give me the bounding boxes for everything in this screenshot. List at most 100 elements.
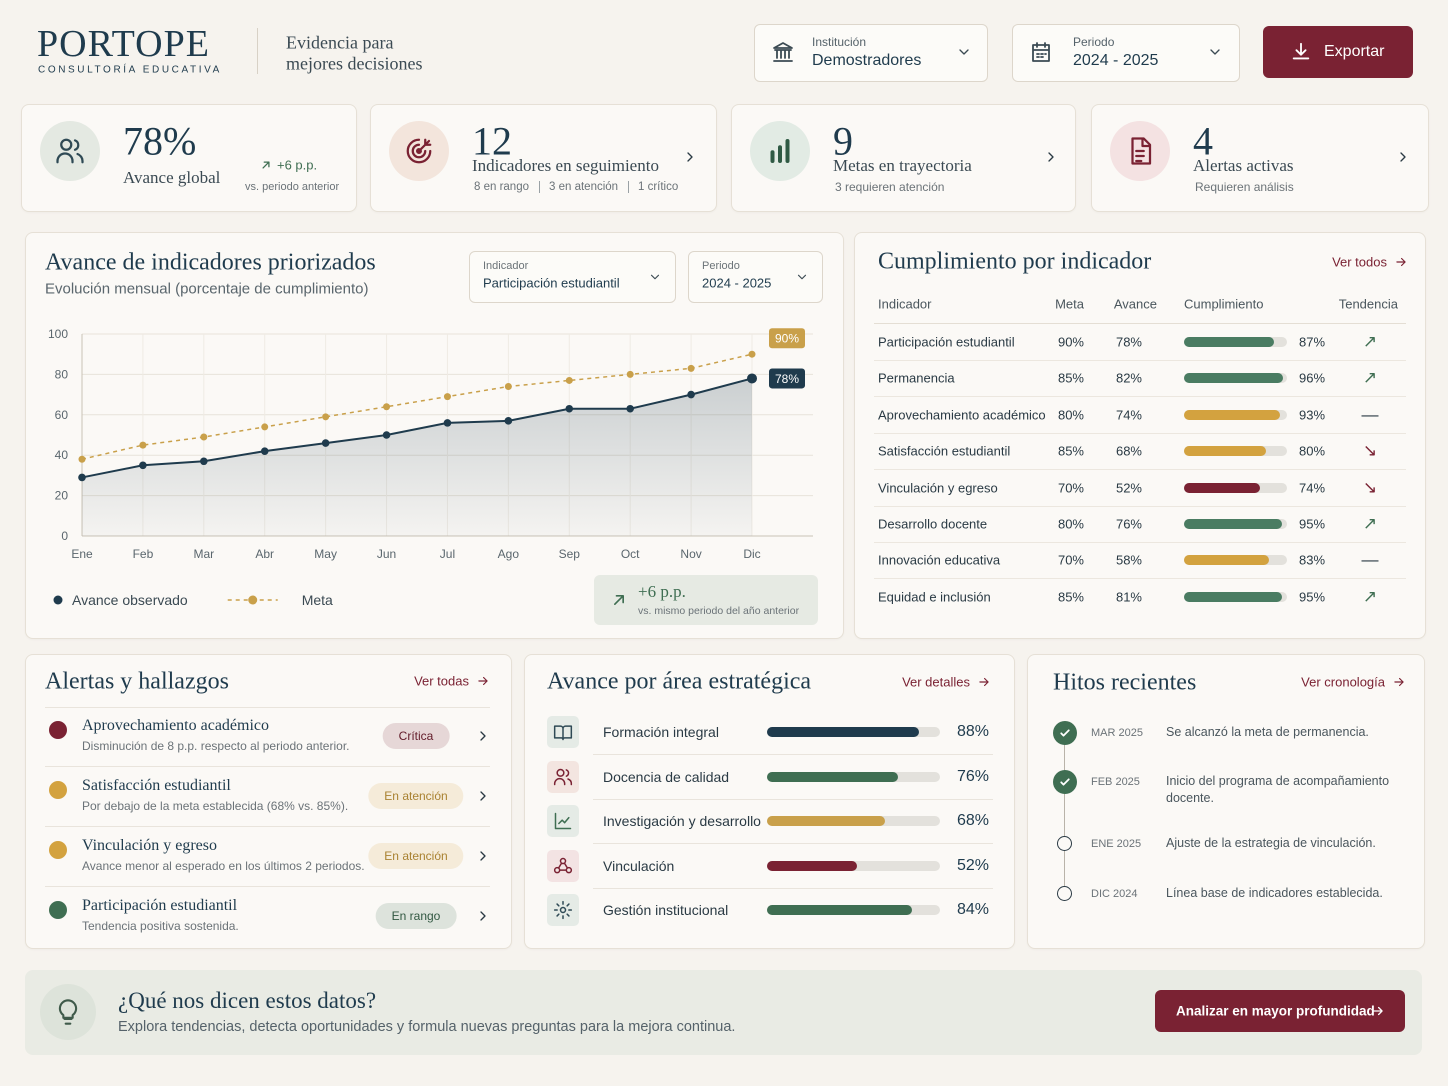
milestone-text: Ajuste de la estrategia de vinculación.	[1166, 836, 1376, 850]
link-arrow-path	[979, 677, 989, 687]
x-tick-label: May	[314, 547, 337, 561]
insight-button-label[interactable]: Analizar en mayor profundidad	[1176, 1003, 1375, 1019]
button-arrow[interactable]	[1371, 1004, 1385, 1018]
legend-label: Meta	[302, 592, 333, 608]
point	[261, 423, 269, 431]
link[interactable]: Ver todas	[414, 673, 469, 689]
chart-filter[interactable]	[469, 251, 676, 303]
x-tick-label: Sep	[559, 547, 581, 561]
area-icon-path	[553, 725, 573, 741]
alert-title: Participación estudiantil	[82, 897, 238, 914]
institution-value: Demostradores	[812, 52, 922, 69]
institution-filter[interactable]	[754, 24, 988, 82]
chevron[interactable]	[1207, 44, 1223, 60]
point	[260, 447, 269, 455]
chevron[interactable]	[1043, 149, 1059, 165]
brand: PORTOPE	[37, 23, 210, 65]
link[interactable]: Ver cronología	[1301, 674, 1385, 690]
kpi-icon-path	[406, 138, 432, 164]
chevron-path	[650, 274, 660, 280]
insight-button[interactable]	[1155, 990, 1405, 1032]
bar	[1184, 409, 1280, 420]
y-tick-label: 40	[55, 448, 69, 462]
kpi-value: 12	[472, 118, 512, 164]
indicator-avance: 74%	[1115, 407, 1142, 423]
check-icon-path	[1060, 729, 1070, 737]
bar	[767, 905, 913, 916]
callout	[594, 575, 818, 625]
point	[626, 370, 634, 378]
milestone-pending	[1057, 886, 1072, 901]
chevron-path	[480, 791, 486, 801]
section-title: Cumplimiento por indicador	[878, 248, 1152, 275]
chevron[interactable]	[475, 788, 491, 804]
kpi-icon	[770, 139, 790, 163]
chevron[interactable]	[956, 44, 972, 60]
legend-marker	[53, 595, 63, 605]
indicator-avance: 78%	[1115, 334, 1142, 350]
chevron[interactable]	[795, 270, 809, 284]
indicator-meta: 70%	[1057, 480, 1084, 496]
indicator-name: Permanencia	[878, 370, 955, 386]
link-arrow[interactable]	[1394, 255, 1408, 269]
alert-title: Aprovechamiento académico	[82, 717, 270, 734]
chevron[interactable]	[682, 149, 698, 165]
kpi-value: 4	[1193, 118, 1213, 164]
link-arrow[interactable]	[476, 674, 490, 688]
check-icon-path	[1060, 778, 1070, 786]
kpi-value: 78%	[123, 118, 197, 164]
chevron[interactable]	[475, 848, 491, 864]
area-name: Formación integral	[603, 724, 719, 740]
compliance-label: 96%	[1299, 370, 1326, 386]
point	[200, 433, 208, 441]
link-arrow[interactable]	[1392, 675, 1406, 689]
separator	[539, 181, 540, 193]
period-label: Periodo	[1073, 35, 1115, 49]
x-tick-label: Ago	[498, 547, 520, 561]
chevron-path	[687, 152, 693, 162]
calendar-icon-path	[1032, 42, 1050, 62]
point	[383, 403, 391, 411]
institution-label: Institución	[812, 35, 867, 49]
row-rule	[874, 360, 1406, 361]
point	[565, 376, 573, 384]
area	[82, 378, 752, 536]
link-arrow[interactable]	[977, 675, 991, 689]
point	[504, 417, 513, 425]
insight-icon-path	[58, 999, 78, 1025]
link[interactable]: Ver detalles	[902, 674, 970, 690]
trend: ↗	[1362, 514, 1378, 533]
indicator-name: Equidad e inclusión	[878, 589, 991, 605]
trend: ↗	[1362, 368, 1378, 388]
chevron[interactable]	[475, 728, 491, 744]
period-filter[interactable]	[1012, 24, 1240, 82]
column-header: Indicador	[878, 296, 932, 312]
point	[382, 431, 391, 439]
point	[565, 404, 574, 413]
milestone-date: MAR 2025	[1091, 727, 1143, 739]
row-rule	[874, 469, 1406, 471]
bar	[767, 727, 920, 737]
export-button[interactable]	[1263, 26, 1413, 78]
separator	[628, 181, 629, 193]
delta-icon-path	[262, 161, 270, 169]
chevron[interactable]	[1395, 149, 1411, 165]
brand-tagline: CONSULTORÍA EDUCATIVA	[38, 64, 222, 76]
bar	[767, 816, 885, 827]
export-icon[interactable]	[1290, 41, 1312, 63]
icon-circle	[40, 121, 100, 181]
point	[443, 393, 451, 401]
callout-icon	[614, 595, 624, 605]
x-tick-label: Jun	[377, 547, 396, 561]
column-header: Avance	[1113, 296, 1157, 312]
chevron[interactable]	[648, 270, 662, 284]
kpi-icon-path	[770, 139, 790, 163]
export-label[interactable]: Exportar	[1324, 43, 1385, 60]
insight-icon	[58, 999, 78, 1025]
status-pill: En atención	[368, 843, 464, 869]
line-chart: 0 20 40 60 80 100 Ene Feb Mar Abr May Jun Jul Ago Sep O…	[48, 327, 813, 561]
link[interactable]: Ver todos	[1332, 254, 1387, 270]
chevron[interactable]	[475, 908, 491, 924]
point	[322, 413, 330, 421]
value-label-box	[769, 368, 805, 389]
